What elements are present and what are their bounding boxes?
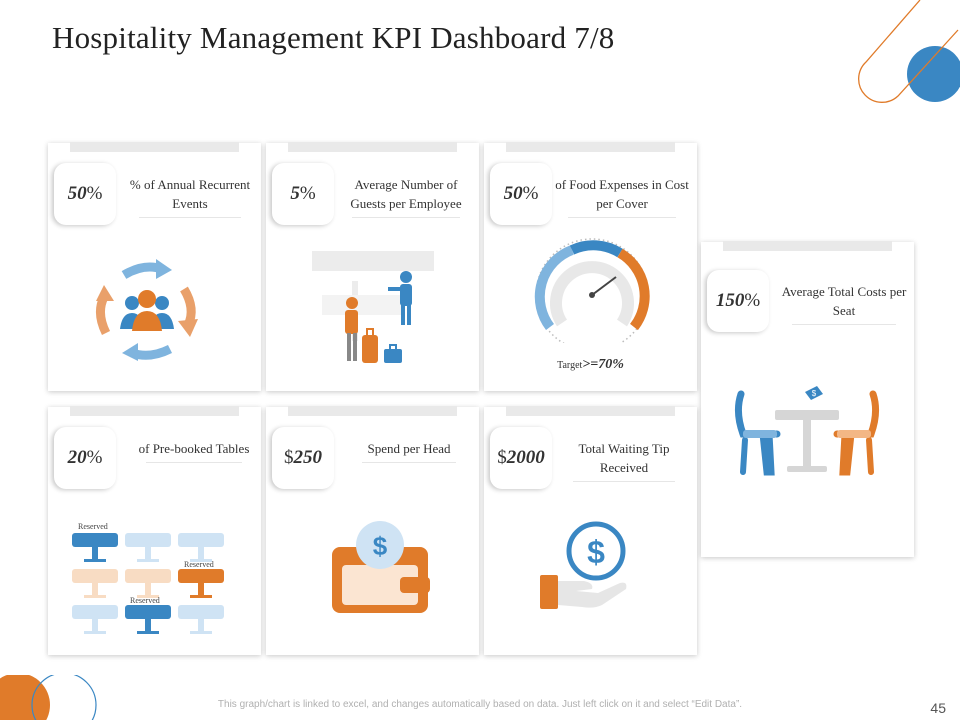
svg-text:Reserved: Reserved bbox=[184, 560, 214, 569]
kpi-card-food-expenses: 50% of Food Expenses in Cost per Cover T… bbox=[484, 142, 697, 391]
page-title: Hospitality Management KPI Dashboard 7/8 bbox=[52, 20, 615, 55]
svg-text:$: $ bbox=[587, 534, 605, 570]
kpi-card-waiting-tip: $2000 Total Waiting Tip Received $ bbox=[484, 406, 697, 655]
tip-hand-icon: $ bbox=[540, 521, 627, 609]
kpi-value-badge: $250 bbox=[272, 427, 334, 489]
kpi-card-spend-per-head: $250 Spend per Head $ bbox=[266, 406, 479, 655]
svg-text:Reserved: Reserved bbox=[130, 596, 160, 605]
top-right-decoration bbox=[858, 0, 960, 103]
reserved-tables-icon: Reserved Reserved Reserved bbox=[72, 522, 224, 634]
kpi-value-badge: $2000 bbox=[490, 427, 552, 489]
kpi-label: Average Number of Guests per Employee bbox=[338, 175, 474, 218]
kpi-label: of Food Expenses in Cost per Cover bbox=[554, 175, 690, 218]
kpi-value-badge: 20% bbox=[54, 427, 116, 489]
staff-guest-icon bbox=[312, 251, 434, 363]
kpi-card-prebooked-tables: 20% of Pre-booked Tables Reserved Reserv… bbox=[48, 406, 261, 655]
kpi-card-guests-per-employee: 5% Average Number of Guests per Employee bbox=[266, 142, 479, 391]
kpi-label: Total Waiting Tip Received bbox=[560, 439, 688, 482]
svg-text:$: $ bbox=[373, 531, 388, 561]
kpi-label: % of Annual Recurrent Events bbox=[126, 175, 254, 218]
gauge-target: Target>=70% bbox=[557, 357, 624, 372]
recurring-cycle-icon bbox=[96, 259, 198, 361]
kpi-label: of Pre-booked Tables bbox=[134, 439, 254, 463]
wallet-icon: $ bbox=[332, 521, 430, 613]
bottom-left-decoration bbox=[0, 675, 97, 720]
footer-note: This graph/chart is linked to excel, and… bbox=[217, 699, 743, 710]
speedometer-icon bbox=[534, 238, 650, 343]
kpi-value-badge: 5% bbox=[272, 163, 334, 225]
kpi-card-cost-per-seat: 150% Average Total Costs per Seat $ bbox=[701, 241, 914, 557]
kpi-card-recurrent-events: 50% % of Annual Recurrent Events bbox=[48, 142, 261, 391]
svg-text:$: $ bbox=[812, 389, 817, 398]
kpi-value-badge: 50% bbox=[490, 163, 552, 225]
kpi-value-badge: 50% bbox=[54, 163, 116, 225]
kpi-label: Spend per Head bbox=[350, 439, 468, 463]
kpi-label: Average Total Costs per Seat bbox=[779, 282, 909, 325]
dining-table-icon: $ bbox=[734, 386, 880, 476]
svg-text:Reserved: Reserved bbox=[78, 522, 108, 531]
page-number: 45 bbox=[930, 700, 946, 716]
kpi-value-badge: 150% bbox=[707, 270, 769, 332]
